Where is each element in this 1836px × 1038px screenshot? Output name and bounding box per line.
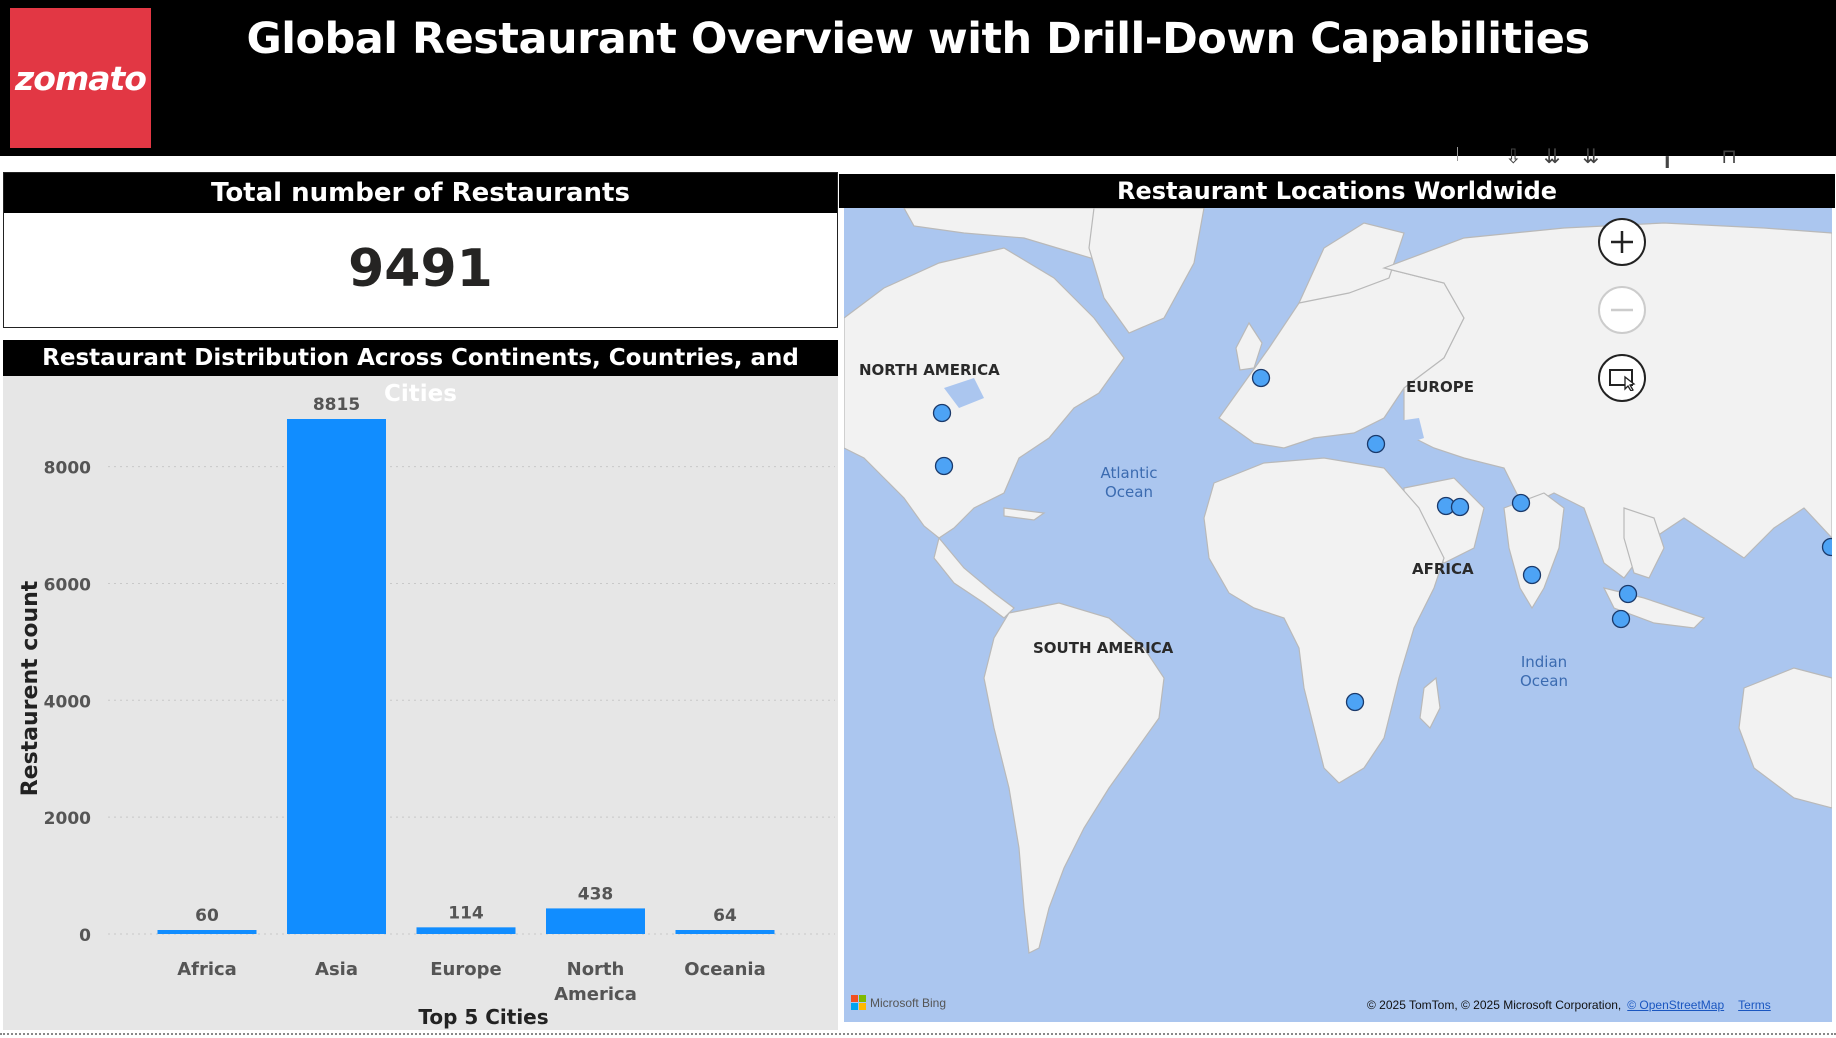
osm-link[interactable]: © OpenStreetMap: [1627, 998, 1725, 1012]
land-australia: [1738, 667, 1832, 809]
microsoft-logo-icon: [851, 995, 866, 1010]
logo-text: zomato: [15, 58, 147, 98]
bar-chart-card[interactable]: Restaurant Distribution Across Continent…: [3, 340, 838, 1030]
land-greenland: [1088, 208, 1205, 334]
location-marker[interactable]: [1450, 497, 1470, 517]
location-marker[interactable]: [1522, 565, 1542, 585]
terms-link[interactable]: Terms: [1738, 998, 1771, 1012]
visual-toolbar: ⇩ ⇊ ⇊ ╻ ⊓: [1455, 146, 1737, 166]
rect-select-icon: [1609, 369, 1636, 391]
map-title: Restaurant Locations Worldwide: [839, 174, 1835, 208]
ocean-labels: Atlantic Ocean Indian Ocean: [1100, 464, 1568, 690]
zoom-in-button[interactable]: [1598, 218, 1646, 266]
bar[interactable]: [157, 930, 257, 934]
land-cuba: [1003, 507, 1046, 521]
location-marker[interactable]: [1366, 434, 1386, 454]
land-asia: [1381, 222, 1832, 579]
y-axis-title: Restaurent count: [18, 580, 43, 796]
attribution-text: © 2025 TomTom, © 2025 Microsoft Corporat…: [1367, 998, 1622, 1012]
zoom-out-icon: [1611, 308, 1633, 312]
label-africa: AFRICA: [1412, 560, 1474, 578]
bar[interactable]: [675, 930, 775, 934]
map-attribution: © 2025 TomTom, © 2025 Microsoft Corporat…: [1367, 998, 1771, 1012]
land-scandinavia: [1297, 222, 1405, 304]
x-axis-title: Top 5 Cities: [418, 1005, 548, 1029]
land-north-america: [844, 247, 1125, 539]
x-tick-label: North: [567, 959, 625, 980]
next-level-icon[interactable]: ⇊: [1543, 144, 1561, 168]
location-marker[interactable]: [1511, 493, 1531, 513]
bar-chart-title: Restaurant Distribution Across Continent…: [3, 340, 838, 407]
label-atlantic-1: Atlantic: [1100, 464, 1157, 482]
drill-down-icon[interactable]: ⇩: [1505, 144, 1522, 168]
x-tick-label: Asia: [315, 959, 358, 980]
data-label: 64: [713, 906, 737, 926]
data-label: 8815: [313, 395, 360, 415]
data-label: 60: [195, 906, 219, 926]
bar[interactable]: [416, 927, 516, 934]
location-marker[interactable]: [1611, 609, 1631, 629]
land-india: [1503, 492, 1565, 610]
header-banner: zomato Global Restaurant Overview with D…: [0, 0, 1836, 156]
page-title-text: Global Restaurant Overview with Drill-Do…: [246, 14, 1590, 64]
zomato-logo: zomato: [10, 8, 151, 148]
y-tick-label: 2000: [44, 809, 91, 829]
world-map[interactable]: NORTH AMERICA SOUTH AMERICA EUROPE AFRIC…: [844, 208, 1832, 1022]
x-tick-label: America: [554, 984, 637, 1005]
restaurant-markers[interactable]: [932, 368, 1833, 712]
y-tick-label: 6000: [44, 575, 91, 595]
page-title: Global Restaurant Overview with Drill-Do…: [0, 14, 1836, 64]
map-card[interactable]: Restaurant Locations Worldwide: [839, 174, 1835, 1024]
kpi-value: 9491: [348, 239, 493, 299]
x-tick-label: Europe: [430, 959, 501, 980]
location-marker[interactable]: [1345, 692, 1365, 712]
label-north-america: NORTH AMERICA: [859, 361, 1000, 379]
expand-hierarchy-icon[interactable]: ⇊: [1582, 144, 1600, 168]
label-indian-1: Indian: [1521, 653, 1567, 671]
land-africa: [1203, 457, 1445, 784]
y-tick-label: 8000: [44, 459, 91, 479]
label-indian-2: Ocean: [1520, 672, 1568, 690]
y-tick-label: 4000: [44, 692, 91, 712]
bar-chart[interactable]: 0 2000 4000 6000 8000 Restaurent count 60 Afric…: [3, 376, 838, 1030]
pin-icon[interactable]: ╻: [1661, 144, 1674, 168]
land-madagascar: [1419, 676, 1441, 730]
location-marker[interactable]: [1618, 584, 1638, 604]
rect-select-button[interactable]: [1598, 354, 1646, 402]
label-atlantic-2: Ocean: [1105, 483, 1153, 501]
bar[interactable]: [546, 908, 645, 934]
zoom-in-icon: [1611, 231, 1633, 253]
bing-text: Microsoft Bing: [870, 995, 947, 1010]
label-europe: EUROPE: [1406, 378, 1474, 396]
inland-water: [944, 378, 1424, 448]
land-masses: [844, 208, 1832, 954]
data-label: 114: [448, 903, 484, 923]
label-south-america: SOUTH AMERICA: [1033, 639, 1174, 657]
data-label: 438: [578, 884, 614, 904]
focus-mode-icon[interactable]: ⊓: [1721, 144, 1737, 168]
y-tick-label: 0: [79, 926, 91, 946]
zoom-out-button[interactable]: [1598, 286, 1646, 334]
location-marker[interactable]: [934, 456, 954, 476]
land-central-america: [933, 536, 1015, 619]
bar[interactable]: [287, 419, 386, 934]
continent-labels: NORTH AMERICA SOUTH AMERICA EUROPE AFRIC…: [859, 361, 1474, 657]
x-tick-label: Africa: [177, 959, 237, 980]
map-area[interactable]: NORTH AMERICA SOUTH AMERICA EUROPE AFRIC…: [844, 208, 1832, 1022]
bing-logo: Microsoft Bing: [851, 995, 946, 1010]
location-marker[interactable]: [1821, 537, 1833, 557]
page-bottom-border: [0, 1033, 1836, 1036]
land-indochina: [1623, 507, 1665, 579]
land-uk: [1235, 321, 1263, 371]
kpi-title: Total number of Restaurants: [4, 173, 837, 213]
toolbar-separator: [1457, 147, 1458, 161]
location-marker[interactable]: [932, 403, 952, 423]
location-marker[interactable]: [1251, 368, 1271, 388]
x-tick-label: Oceania: [684, 959, 765, 980]
kpi-card[interactable]: Total number of Restaurants 9491: [3, 172, 838, 328]
land-south-america: [983, 602, 1165, 954]
